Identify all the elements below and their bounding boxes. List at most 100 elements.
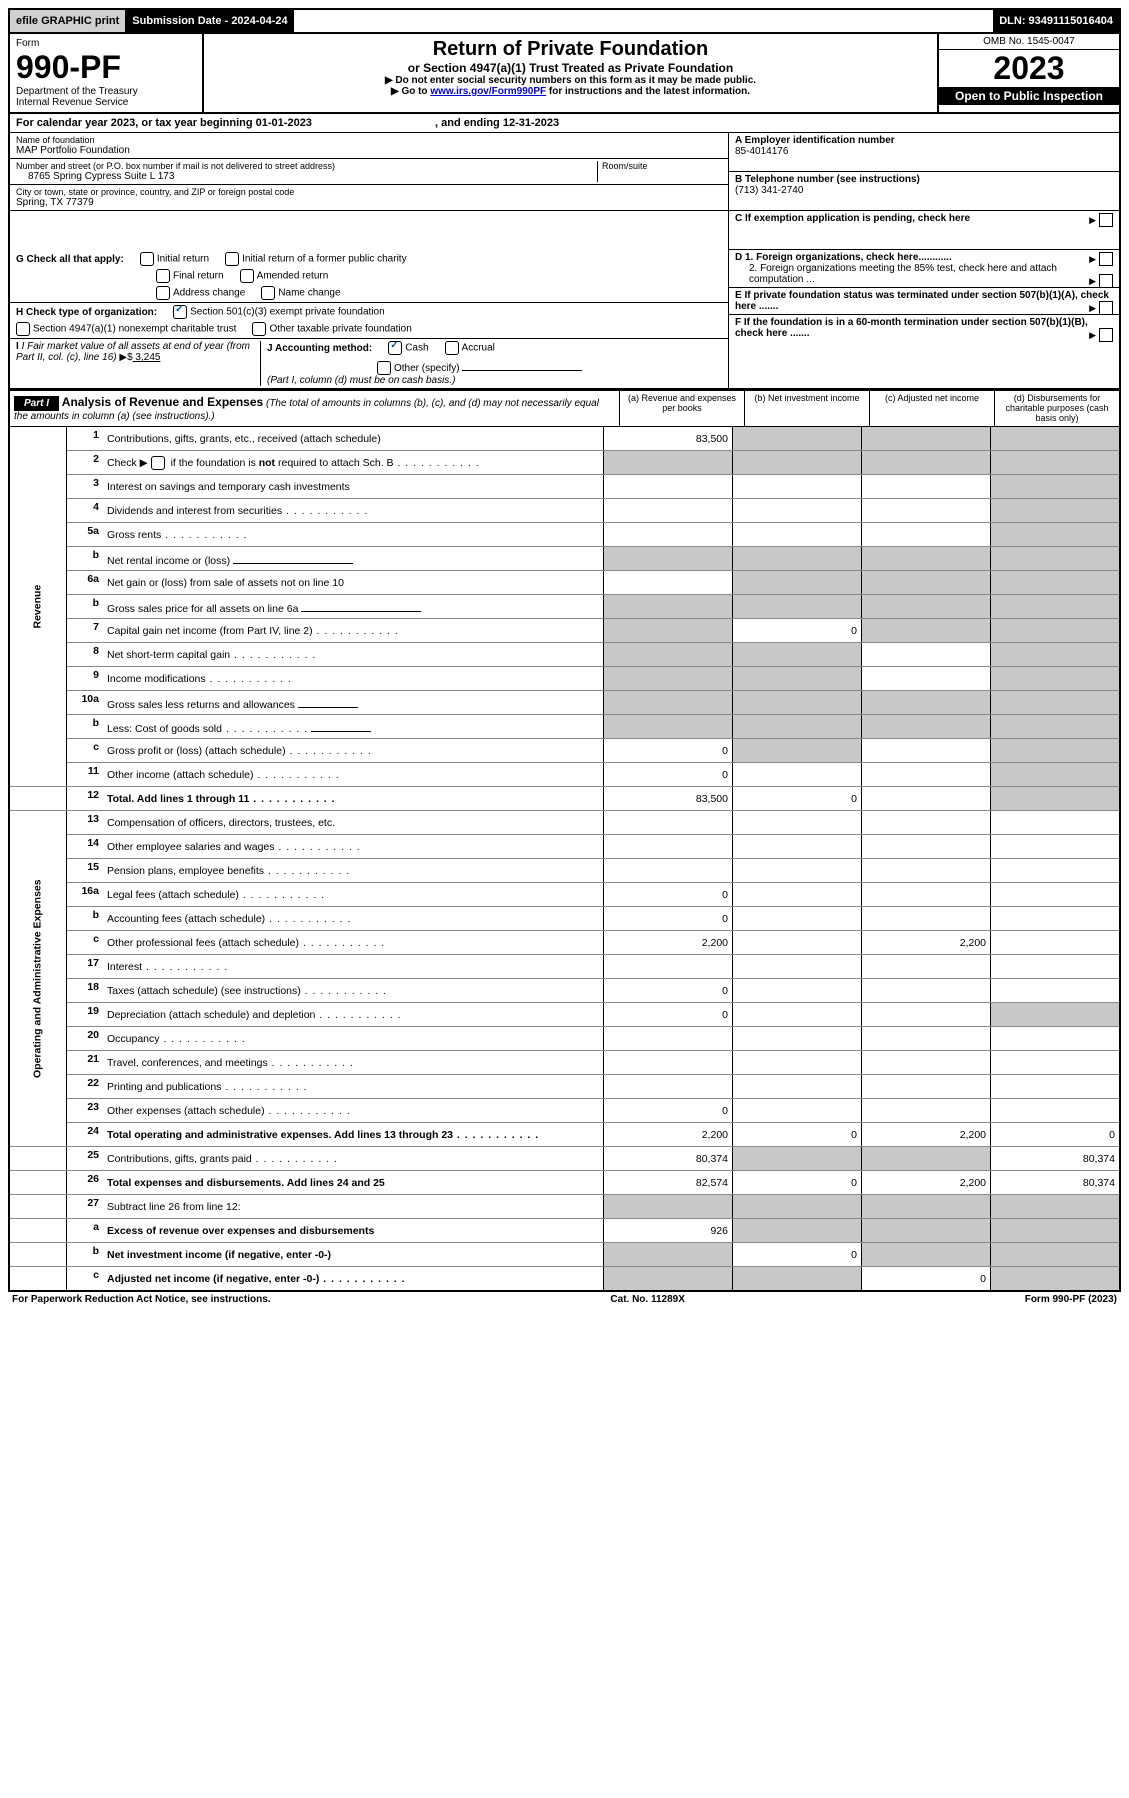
schb-checkbox[interactable]	[151, 456, 165, 470]
g-name-change-checkbox[interactable]	[261, 286, 275, 300]
j-other-checkbox[interactable]	[377, 361, 391, 375]
g-final-return-checkbox[interactable]	[156, 269, 170, 283]
h-row: H Check type of organization: Section 50…	[10, 303, 728, 339]
row-22: 22Printing and publications	[9, 1075, 1120, 1099]
city-cell: City or town, state or province, country…	[10, 185, 728, 211]
row-1: Revenue 1Contributions, gifts, grants, e…	[9, 427, 1120, 451]
j-accrual-checkbox[interactable]	[445, 341, 459, 355]
row-18: 18Taxes (attach schedule) (see instructi…	[9, 979, 1120, 1003]
j-cash-checkbox[interactable]	[388, 341, 402, 355]
form990pf-link[interactable]: www.irs.gov/Form990PF	[430, 86, 546, 97]
phone-cell: B Telephone number (see instructions) (7…	[729, 172, 1119, 211]
info-right: A Employer identification number 85-4014…	[728, 133, 1119, 250]
g-initial-return-checkbox[interactable]	[140, 252, 154, 266]
ein-value: 85-4014176	[735, 146, 1113, 157]
h-label: H Check type of organization:	[16, 307, 157, 318]
cal-mid: , and ending	[432, 117, 503, 129]
e-checkbox[interactable]	[1099, 301, 1113, 315]
exemption-checkbox[interactable]	[1099, 213, 1113, 227]
g-amended-checkbox[interactable]	[240, 269, 254, 283]
d2-checkbox[interactable]	[1099, 274, 1113, 288]
phone-value: (713) 341-2740	[735, 185, 1113, 196]
row-21: 21Travel, conferences, and meetings	[9, 1051, 1120, 1075]
form-label: Form	[16, 38, 196, 49]
row-23: 23Other expenses (attach schedule)0	[9, 1099, 1120, 1123]
ij-row: I I Fair market value of all assets at e…	[10, 339, 728, 388]
addr-label: Number and street (or P.O. box number if…	[16, 161, 597, 171]
d2-label: 2. Foreign organizations meeting the 85%…	[749, 263, 1057, 285]
expenses-vlabel: Operating and Administrative Expenses	[9, 811, 67, 1147]
row-15: 15Pension plans, employee benefits	[9, 859, 1120, 883]
part1-label: Part I	[14, 396, 59, 411]
g-initial-former-checkbox[interactable]	[225, 252, 239, 266]
row-4: 4Dividends and interest from securities	[9, 499, 1120, 523]
form-note2: ▶ Go to www.irs.gov/Form990PF for instru…	[210, 86, 931, 97]
g-o5: Address change	[173, 288, 245, 299]
d1-checkbox[interactable]	[1099, 252, 1113, 266]
calendar-year-line: For calendar year 2023, or tax year begi…	[8, 114, 1121, 133]
submission-date: Submission Date - 2024-04-24	[126, 10, 294, 32]
j-o3: Other (specify)	[394, 363, 460, 374]
g-address-change-checkbox[interactable]	[156, 286, 170, 300]
name-cell: Name of foundation MAP Portfolio Foundat…	[10, 133, 728, 159]
row-19: 19Depreciation (attach schedule) and dep…	[9, 1003, 1120, 1027]
row-5b: bNet rental income or (loss)	[9, 547, 1120, 571]
note2-post: for instructions and the latest informat…	[546, 86, 750, 97]
tax-year: 2023	[939, 50, 1119, 87]
efile-print-button[interactable]: efile GRAPHIC print	[10, 10, 126, 32]
row-27b: bNet investment income (if negative, ent…	[9, 1243, 1120, 1267]
row-24: 24Total operating and administrative exp…	[9, 1123, 1120, 1147]
note2-pre: ▶ Go to	[391, 86, 430, 97]
e-cell: E If private foundation status was termi…	[729, 288, 1119, 315]
ghij-left: G Check all that apply: Initial return I…	[10, 250, 728, 388]
row-6a: 6aNet gain or (loss) from sale of assets…	[9, 571, 1120, 595]
col-a-header: (a) Revenue and expenses per books	[619, 391, 744, 426]
part1-table: Revenue 1Contributions, gifts, grants, e…	[8, 427, 1121, 1292]
foundation-name: MAP Portfolio Foundation	[16, 145, 722, 156]
part1-title: Analysis of Revenue and Expenses	[62, 395, 263, 409]
row-8: 8Net short-term capital gain	[9, 643, 1120, 667]
g-label: G Check all that apply:	[16, 254, 124, 265]
ein-label: A Employer identification number	[735, 135, 1113, 146]
city-label: City or town, state or province, country…	[16, 187, 722, 197]
i-value: 3,245	[133, 352, 161, 363]
row-10a: 10aGross sales less returns and allowanc…	[9, 691, 1120, 715]
h-other-taxable-checkbox[interactable]	[252, 322, 266, 336]
row-13: Operating and Administrative Expenses 13…	[9, 811, 1120, 835]
info-block: Name of foundation MAP Portfolio Foundat…	[8, 133, 1121, 250]
f-checkbox[interactable]	[1099, 328, 1113, 342]
h-501c3-checkbox[interactable]	[173, 305, 187, 319]
row-16a: 16aLegal fees (attach schedule)0	[9, 883, 1120, 907]
cal-end: 12-31-2023	[503, 117, 559, 129]
row-16b: bAccounting fees (attach schedule)0	[9, 907, 1120, 931]
revenue-vlabel: Revenue	[9, 427, 67, 787]
row-17: 17Interest	[9, 955, 1120, 979]
h-4947-checkbox[interactable]	[16, 322, 30, 336]
row-2: 2Check ▶ if the foundation is not requir…	[9, 451, 1120, 475]
footer-center: Cat. No. 11289X	[610, 1294, 684, 1305]
topbar-spacer	[295, 10, 994, 32]
info-left: Name of foundation MAP Portfolio Foundat…	[10, 133, 728, 250]
col-b-header: (b) Net investment income	[744, 391, 869, 426]
footer-left: For Paperwork Reduction Act Notice, see …	[12, 1294, 271, 1305]
col-c-header: (c) Adjusted net income	[869, 391, 994, 426]
row-11: 11Other income (attach schedule)0	[9, 763, 1120, 787]
row-27a: aExcess of revenue over expenses and dis…	[9, 1219, 1120, 1243]
room-label: Room/suite	[602, 161, 722, 171]
form-number: 990-PF	[16, 49, 196, 86]
ghij-right: D 1. Foreign organizations, check here..…	[728, 250, 1119, 388]
omb-number: OMB No. 1545-0047	[939, 34, 1119, 50]
irs-label: Internal Revenue Service	[16, 97, 196, 108]
exemption-label: C If exemption application is pending, c…	[735, 213, 970, 224]
row-6b: bGross sales price for all assets on lin…	[9, 595, 1120, 619]
row-27c: cAdjusted net income (if negative, enter…	[9, 1267, 1120, 1292]
g-o4: Amended return	[257, 271, 329, 282]
row-10b: bLess: Cost of goods sold	[9, 715, 1120, 739]
foundation-address: 8765 Spring Cypress Suite L 173	[16, 171, 597, 182]
g-row: G Check all that apply: Initial return I…	[10, 250, 728, 303]
i-arrow: ▶$	[119, 352, 132, 363]
row-27: 27Subtract line 26 from line 12:	[9, 1195, 1120, 1219]
j-label: J Accounting method:	[267, 343, 372, 354]
ein-cell: A Employer identification number 85-4014…	[729, 133, 1119, 172]
g-o3: Final return	[173, 271, 224, 282]
